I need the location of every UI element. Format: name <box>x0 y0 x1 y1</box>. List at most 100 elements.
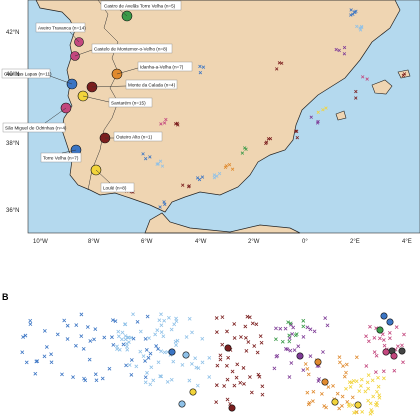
sample-marker <box>200 360 205 365</box>
sample-marker <box>232 336 237 340</box>
sample-marker <box>190 330 194 335</box>
sample-dot <box>380 312 388 320</box>
sample-marker <box>116 329 121 334</box>
sample-marker <box>35 359 40 364</box>
sample-marker <box>248 375 252 379</box>
sample-marker <box>365 380 370 385</box>
sample-marker <box>324 106 328 110</box>
sample-marker <box>131 336 136 341</box>
sample-marker <box>158 374 163 379</box>
sample-marker <box>358 28 363 32</box>
sample-marker <box>159 312 163 317</box>
sample-marker <box>283 326 288 331</box>
sample-marker <box>258 334 263 339</box>
sample-marker <box>113 319 118 324</box>
panel-b-label: B <box>2 292 9 302</box>
sample-marker <box>134 364 139 369</box>
sample-marker <box>309 115 313 119</box>
sample-marker <box>334 47 338 52</box>
sample-marker <box>124 363 128 368</box>
sample-marker <box>260 392 265 397</box>
lon-tick-2e: 2°E <box>350 239 360 245</box>
sample-marker <box>230 369 235 374</box>
sample-marker <box>151 378 156 383</box>
sample-marker <box>274 337 278 342</box>
sample-marker <box>287 333 292 338</box>
sample-marker <box>296 344 301 349</box>
sample-marker <box>115 344 119 349</box>
sample-marker <box>301 324 306 329</box>
sample-marker <box>306 372 311 377</box>
sample-marker <box>240 151 245 155</box>
sample-marker <box>244 147 248 151</box>
sample-dot <box>382 348 390 356</box>
sample-marker <box>225 377 230 382</box>
sample-marker <box>157 318 162 323</box>
sample-marker <box>144 348 149 352</box>
sample-marker <box>359 383 363 388</box>
sample-marker <box>196 366 201 370</box>
sample-marker <box>225 397 230 402</box>
sample-marker <box>88 339 93 343</box>
sample-marker <box>159 374 164 379</box>
sample-marker <box>129 335 134 340</box>
sample-marker <box>264 141 268 146</box>
sample-marker <box>308 354 313 358</box>
sample-marker <box>287 375 292 379</box>
sample-marker <box>172 322 177 327</box>
sample-marker <box>200 175 205 179</box>
lon-tick-10w: 10°W <box>33 239 48 245</box>
sample-marker <box>28 322 33 327</box>
sample-marker <box>173 339 178 344</box>
sample-marker <box>252 344 257 348</box>
sample-marker <box>342 45 347 50</box>
sample-marker <box>305 390 310 395</box>
sample-marker <box>81 346 86 351</box>
sample-marker <box>348 384 353 389</box>
site-label-monte-da-calada: Monte da Calada (n=4) <box>128 83 176 88</box>
sample-marker <box>141 354 146 359</box>
sample-marker <box>169 377 174 382</box>
sample-marker <box>317 377 321 381</box>
sample-marker <box>93 327 98 331</box>
sample-marker <box>246 340 251 344</box>
sample-marker <box>125 344 129 349</box>
sample-marker <box>401 360 405 365</box>
sample-dot <box>189 388 197 396</box>
sample-marker <box>325 323 330 328</box>
sample-marker <box>323 316 328 321</box>
sample-marker <box>146 355 151 360</box>
sample-marker <box>242 381 246 386</box>
sample-marker <box>350 395 355 400</box>
sample-marker <box>158 205 162 209</box>
sample-marker <box>155 328 160 333</box>
sample-marker <box>174 343 178 347</box>
sample-marker <box>338 360 342 365</box>
sample-marker <box>360 409 365 414</box>
sample-marker <box>293 333 298 338</box>
site-label-loule: Loulé (n=8) <box>103 186 127 191</box>
sample-marker <box>159 330 164 334</box>
sample-marker <box>340 394 345 399</box>
lon-tick-6w: 6°W <box>141 239 153 245</box>
sample-dot <box>296 352 304 360</box>
sample-marker <box>214 400 219 404</box>
sample-marker <box>181 183 185 187</box>
sample-marker <box>366 386 371 391</box>
sample-marker <box>250 321 255 326</box>
sample-marker <box>392 368 397 373</box>
sample-marker <box>342 52 347 56</box>
sample-marker <box>241 366 246 370</box>
sample-marker <box>129 372 134 377</box>
sample-marker <box>215 174 219 178</box>
sample-marker <box>364 364 369 368</box>
sample-dot <box>398 347 406 355</box>
sample-marker <box>125 347 130 352</box>
sample-marker <box>143 359 147 363</box>
lon-tick-0: 0° <box>302 239 308 245</box>
sample-marker <box>400 343 404 348</box>
sample-marker <box>354 89 358 94</box>
sample-marker <box>129 358 134 362</box>
sample-marker <box>207 355 212 360</box>
site-labels: Castro de Avelãs Torre Velha (n=5) Aveir… <box>1 0 193 193</box>
